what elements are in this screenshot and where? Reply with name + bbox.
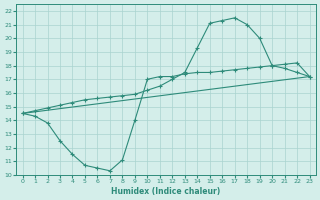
X-axis label: Humidex (Indice chaleur): Humidex (Indice chaleur) bbox=[111, 187, 221, 196]
